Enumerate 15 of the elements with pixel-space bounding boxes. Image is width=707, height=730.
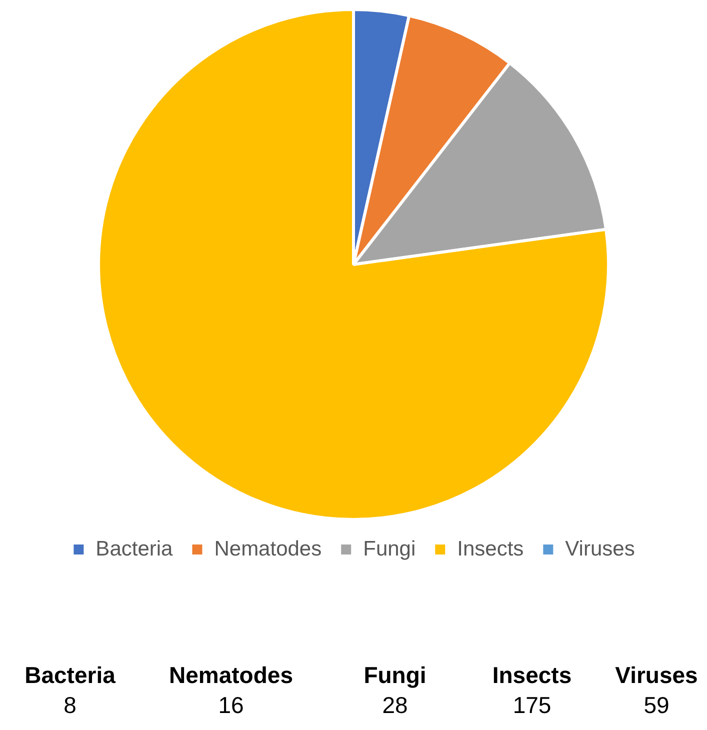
- text: 16: [217, 691, 245, 720]
- category-label: Viruses: [615, 662, 698, 688]
- category-label: Nematodes: [169, 662, 293, 688]
- slice-label: Insects: [491, 661, 573, 690]
- legend-label: Fungi: [363, 537, 416, 560]
- text: 59: [642, 691, 670, 720]
- legend-label: Insects: [457, 537, 524, 560]
- text: 175: [512, 691, 552, 720]
- text: 8: [62, 691, 78, 720]
- legend-label: Viruses: [565, 537, 635, 560]
- category-label: Bacteria: [24, 662, 116, 688]
- legend-label: Nematodes: [214, 537, 322, 560]
- category-label: Fungi: [364, 662, 426, 688]
- text: 28: [381, 691, 409, 720]
- legend-label: Bacteria: [96, 537, 174, 560]
